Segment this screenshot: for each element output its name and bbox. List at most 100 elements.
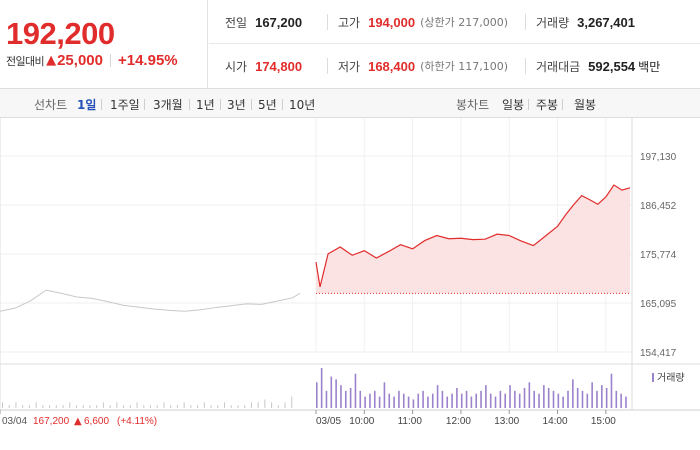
period-1w[interactable]: 1주일 <box>110 98 140 112</box>
volume-bar <box>89 405 91 408</box>
stat-value: 3,267,401 <box>577 14 635 30</box>
today-area-fill <box>316 185 630 294</box>
period-3m[interactable]: 3개월 <box>153 98 183 112</box>
stat-label: 고가 <box>338 15 361 30</box>
volume-legend-swatch <box>652 373 654 382</box>
volume-bar <box>277 405 279 408</box>
volume-bar <box>436 385 439 408</box>
lower-limit: (하한가 117,100) <box>420 60 509 73</box>
stat-label: 전일 <box>225 15 248 30</box>
volume-bar <box>325 390 328 408</box>
volume-bar <box>284 402 286 408</box>
today-price-line <box>315 184 631 288</box>
volume-bar <box>49 405 51 408</box>
price-chart: 197,130 186,452 175,774 165,095 154,417 03/0… <box>0 118 700 427</box>
stat-trade-value: 거래대금 592,554 백만 <box>536 44 660 88</box>
volume-bar <box>109 405 111 408</box>
volume-legend-label: 거래량 <box>657 372 685 384</box>
prev-day-line <box>0 289 301 312</box>
volume-bar <box>605 388 608 408</box>
volume-bar <box>129 405 131 408</box>
today-series <box>315 184 631 294</box>
volume-bar <box>116 402 118 408</box>
volume-bar <box>340 385 342 408</box>
volume-bar <box>123 405 125 408</box>
volume-bar <box>475 393 478 408</box>
period-3y[interactable]: 3년 <box>227 98 246 112</box>
volume-bar <box>485 385 487 408</box>
change-amount: 25,000 <box>57 52 103 69</box>
volume-bar <box>567 390 569 408</box>
divider <box>562 99 563 110</box>
x-tick-label: 11:00 <box>398 416 423 427</box>
volume-bar <box>470 396 473 408</box>
stat-value: 592,554 <box>588 58 636 74</box>
volume-bar <box>465 390 468 408</box>
volume-bar <box>591 382 593 408</box>
volume-bar <box>480 390 482 408</box>
volume-bar <box>190 405 192 408</box>
volume-bar <box>237 405 239 408</box>
stats-row: 전일 167,200 고가 194,000 (상한가 217,000) 거래량 … <box>209 0 700 44</box>
stats-row: 시가 174,800 저가 168,400 (하한가 117,100) 거래대금… <box>209 44 700 88</box>
period-1d[interactable]: 1일 <box>77 98 97 112</box>
volume-bar <box>364 396 366 408</box>
volume-bar <box>417 393 420 408</box>
prev-day-close: 167,200 <box>33 416 70 427</box>
stat-value: 168,400 <box>368 58 416 74</box>
candle-monthly[interactable]: 월봉 <box>574 98 597 112</box>
volume-bar <box>176 405 178 408</box>
candle-chart-label: 봉차트 <box>456 98 490 112</box>
x-axis: 03/05 10:00 11:00 12:00 13:00 14:00 15:00 <box>0 410 616 427</box>
chart-toolbar: 선차트 1일 1주일 3개월 1년 3년 5년 10년 봉차트 일봉 주봉 월봉 <box>0 88 700 118</box>
x-tick-label: 13:00 <box>494 416 519 427</box>
line-chart-label: 선차트 <box>34 98 68 112</box>
stat-value: 174,800 <box>255 58 303 74</box>
volume-bar <box>562 396 564 408</box>
volume-bar <box>456 388 458 408</box>
volume-bar <box>393 396 395 408</box>
volume-bar <box>8 405 10 408</box>
volume-bar <box>55 405 57 408</box>
x-tick-label: 12:00 <box>446 416 471 427</box>
volume-bar <box>35 402 37 408</box>
y-tick-label: 197,130 <box>640 152 677 163</box>
divider <box>525 14 526 30</box>
y-tick-label: 154,417 <box>640 348 677 359</box>
candle-weekly[interactable]: 주봉 <box>536 98 559 112</box>
divider <box>144 99 145 110</box>
volume-bar <box>163 402 165 408</box>
volume-bar <box>335 379 337 408</box>
volume-bar <box>572 379 574 408</box>
volume-bar <box>494 396 497 408</box>
candle-daily[interactable]: 일봉 <box>502 98 525 112</box>
volume-bar <box>615 390 618 408</box>
period-5y[interactable]: 5년 <box>258 98 277 112</box>
volume-bar <box>320 368 323 408</box>
volume-bar <box>316 382 318 408</box>
volume-bars <box>2 368 627 408</box>
period-1y[interactable]: 1년 <box>196 98 215 112</box>
volume-bar <box>538 393 540 408</box>
stat-label: 저가 <box>338 59 361 74</box>
divider <box>327 58 328 74</box>
volume-bar <box>383 382 386 408</box>
volume-bar <box>102 402 104 408</box>
volume-bar <box>412 399 415 408</box>
volume-bar <box>369 393 371 408</box>
y-tick-label: 186,452 <box>640 201 677 212</box>
period-10y[interactable]: 10년 <box>289 98 316 112</box>
x-tick-label: 15:00 <box>591 416 616 427</box>
stat-prev-close: 전일 167,200 <box>225 0 302 44</box>
stat-label: 거래량 <box>536 15 570 30</box>
volume-bar <box>244 405 246 408</box>
volume-bar <box>344 390 347 408</box>
volume-bar <box>552 390 555 408</box>
volume-bar <box>330 376 333 408</box>
stat-volume: 거래량 3,267,401 <box>536 0 635 44</box>
volume-bar <box>264 399 266 408</box>
volume-bar <box>170 405 172 408</box>
divider <box>109 54 111 67</box>
volume-bar <box>446 396 449 408</box>
volume-bar <box>610 373 613 408</box>
